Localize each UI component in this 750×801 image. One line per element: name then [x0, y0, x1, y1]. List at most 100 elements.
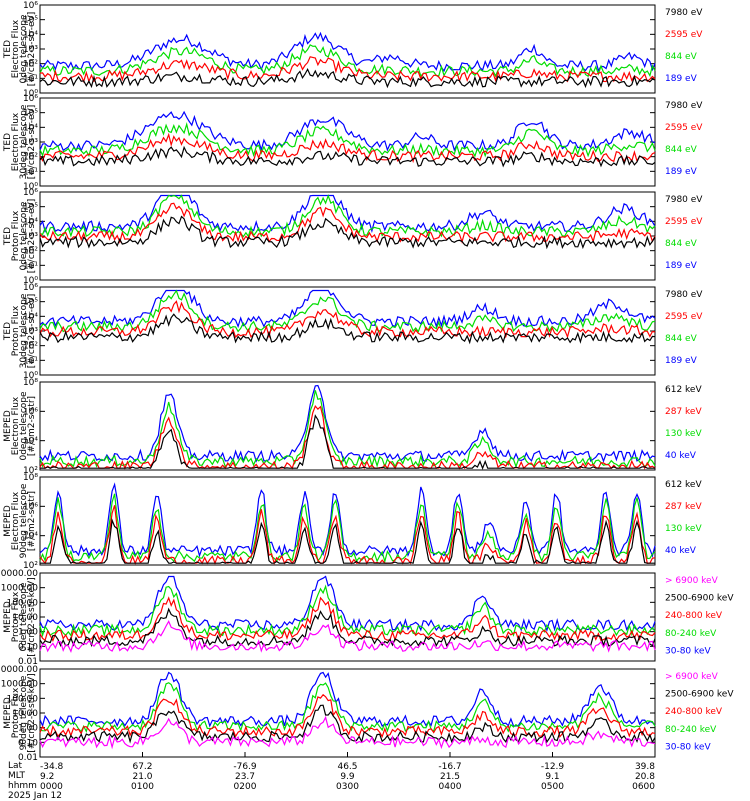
legend-entry: 844 eV — [665, 145, 698, 155]
y-tick-label: 10⁴ — [23, 217, 38, 227]
x-axis-date: 2025 Jan 12 — [8, 791, 62, 801]
x-tick-hhmm: 0200 — [234, 782, 257, 792]
series-30-80-kev — [39, 671, 656, 728]
legend-entry: 7980 eV — [665, 8, 703, 18]
y-axis-label-line: [#/cm2-s-str-keV] — [27, 577, 37, 656]
legend-entry: 7980 eV — [665, 101, 703, 111]
y-axis-label-line: 0deg telescope — [19, 14, 29, 84]
series-40-kev — [39, 482, 656, 559]
y-tick-label: 10² — [23, 153, 38, 163]
y-tick-label: 10⁰ — [23, 371, 38, 381]
y-tick-label: 0.01 — [18, 657, 38, 667]
series-612-kev — [39, 414, 655, 470]
y-axis-label-line: Proton Flux — [11, 210, 21, 261]
legend-entry: 240-800 keV — [665, 611, 723, 621]
legend-entry: 189 eV — [665, 74, 698, 84]
legend-entry: 80-240 keV — [665, 725, 717, 735]
legend-entry: 2595 eV — [665, 217, 703, 227]
series-2595-ev — [39, 132, 656, 164]
y-axis-label-line: [#/cm2-s-str] — [27, 396, 37, 456]
legend-entry: 612 keV — [665, 480, 702, 490]
y-tick-label: 10⁶ — [23, 407, 38, 417]
y-tick-label: 1.00 — [18, 724, 38, 734]
x-tick-mlt: 21.0 — [132, 772, 152, 782]
legend-entry: 287 keV — [665, 502, 702, 512]
x-tick-mlt: 9.9 — [340, 772, 355, 782]
panel-7: 0.01 0.10 1.00 10.00 100.00 1000.00 10000.00 ME… — [0, 569, 734, 667]
y-axis-label-line: MEPED — [3, 601, 13, 633]
series-287-kev — [39, 505, 656, 565]
legend-entry: 844 eV — [665, 334, 698, 344]
x-tick-lat: 67.2 — [132, 762, 152, 772]
y-tick-label: 10¹ — [23, 74, 38, 84]
series-2595-ev — [39, 300, 656, 339]
y-axis-label-line: 0deg telescope — [19, 201, 29, 271]
legend-entry: 30-80 keV — [665, 742, 711, 752]
y-tick-label: 0.10 — [18, 642, 38, 652]
series-612-kev — [40, 517, 655, 565]
series-189-ev — [39, 194, 656, 234]
y-tick-label: 10³ — [23, 232, 38, 242]
y-tick-label: 10⁰ — [23, 276, 38, 286]
y-tick-label: 10⁵ — [23, 298, 38, 308]
legend-entry: 2595 eV — [665, 30, 703, 40]
series-2595-ev — [39, 56, 656, 84]
legend-entry: 2595 eV — [665, 123, 703, 133]
y-tick-label: 10⁸ — [23, 378, 38, 388]
legend-entry: 189 eV — [665, 261, 698, 271]
y-axis-label-line: [#/cm2-s-str-eV] — [27, 199, 37, 274]
x-axis-row-labels: Lat MLT hhmm 2025 Jan 12 — [8, 761, 62, 801]
legend-entry: 30-80 keV — [665, 646, 711, 656]
y-axis-label-line: 0deg telescope — [19, 391, 29, 461]
panel-frame — [39, 4, 656, 94]
legend-entry: 189 eV — [665, 356, 698, 366]
series-287-kev — [39, 404, 656, 470]
legend-entry: 80-240 keV — [665, 629, 717, 639]
y-tick-label: 1.00 — [18, 628, 38, 638]
y-tick-label: 10¹ — [23, 261, 38, 271]
y-tick-label: 100.00 — [7, 598, 39, 608]
y-tick-label: 10³ — [23, 327, 38, 337]
panel-frame — [39, 286, 656, 376]
y-tick-label: 10⁶ — [23, 283, 38, 293]
y-tick-label: 0.01 — [18, 753, 38, 763]
legend-entry: 240-800 keV — [665, 707, 723, 717]
x-tick-mlt: 23.7 — [235, 772, 255, 782]
x-tick-lat: 39.8 — [635, 762, 655, 772]
y-tick-label: 10.00 — [12, 613, 38, 623]
y-axis-label-line: Proton Flux — [11, 305, 21, 356]
legend-entry: 2500-6900 keV — [665, 594, 734, 604]
y-tick-label: 10¹ — [23, 356, 38, 366]
y-tick-label: 10³ — [23, 138, 38, 148]
series-7980-ev — [39, 313, 656, 345]
y-axis-label-line: TED — [3, 133, 13, 152]
y-axis-label-line: TED — [3, 227, 13, 246]
y-axis-label-line: [#/cm2-s-str-keV] — [27, 673, 37, 752]
y-tick-label: 10⁴ — [23, 123, 38, 133]
x-tick-mlt: 20.8 — [635, 772, 655, 782]
legend-entry: 2595 eV — [665, 312, 703, 322]
y-tick-label: 10⁴ — [23, 532, 38, 542]
y-tick-label: 10⁶ — [23, 502, 38, 512]
x-tick-hhmm: 0000 — [40, 782, 63, 792]
y-tick-label: 1000.00 — [1, 680, 38, 690]
panel-frame — [39, 476, 656, 566]
legend-entry: 844 eV — [665, 52, 698, 62]
series-844-ev — [39, 194, 656, 239]
series-2500-6900-kev — [39, 704, 656, 744]
y-tick-label: 10² — [23, 60, 38, 70]
x-row-label-hhmm: hhmm — [8, 781, 37, 791]
y-tick-label: 10⁴ — [23, 30, 38, 40]
series-7980-ev — [39, 67, 656, 89]
series--6900-kev — [39, 620, 656, 653]
y-axis-label-line: MEPED — [3, 697, 13, 729]
series-130-kev — [39, 493, 656, 564]
y-tick-label: 10⁰ — [23, 182, 38, 192]
y-axis-label-line: Electron Flux — [11, 112, 21, 171]
